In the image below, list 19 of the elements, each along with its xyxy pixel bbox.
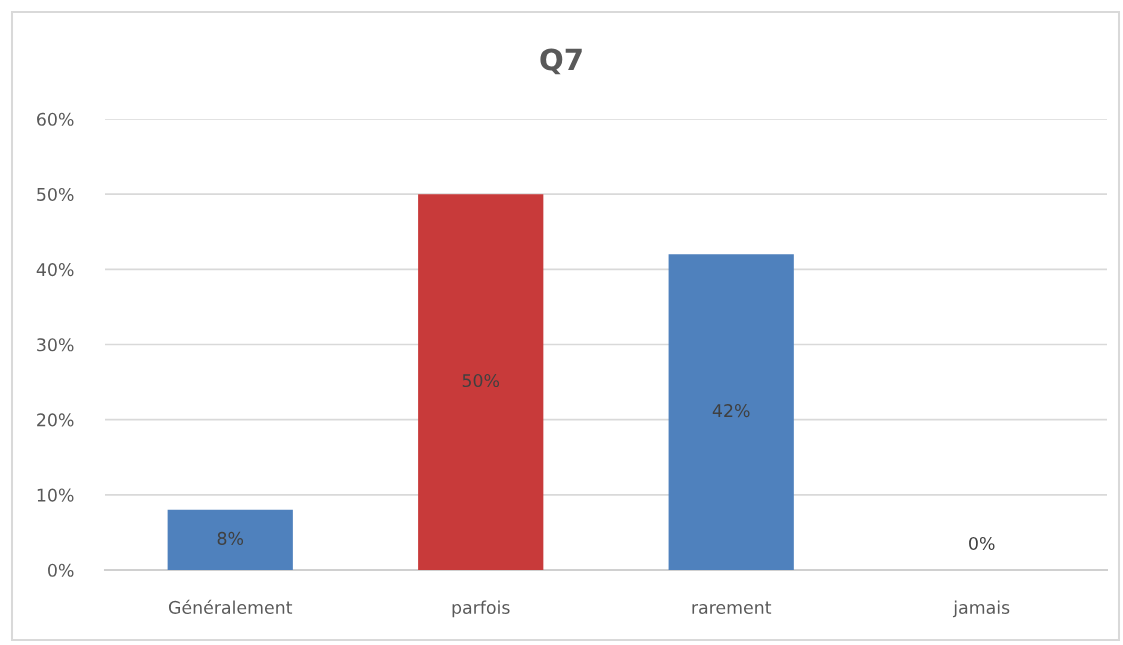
chart-title: Q7 — [540, 48, 582, 75]
y-tick-label: 10% — [37, 488, 74, 502]
bar — [668, 254, 794, 570]
data-label: 0% — [969, 536, 995, 551]
bar — [418, 194, 544, 570]
data-label: 8% — [217, 531, 244, 545]
y-tick-label: 50% — [37, 187, 74, 202]
x-tick-label: jamais — [952, 600, 1010, 618]
x-tick-label: parfois — [452, 600, 510, 618]
y-tick-label: 20% — [37, 413, 74, 427]
y-tick-label: 30% — [37, 338, 74, 352]
y-tick-label: 40% — [36, 263, 74, 277]
y-tick-label: 60% — [37, 112, 74, 126]
y-tick-label: 0% — [48, 563, 74, 577]
x-tick-label: rarement — [692, 601, 772, 614]
x-tick-label: Généralement — [168, 599, 293, 614]
bar — [167, 509, 293, 570]
data-label: 42% — [712, 404, 750, 418]
data-label: 50% — [462, 373, 500, 388]
